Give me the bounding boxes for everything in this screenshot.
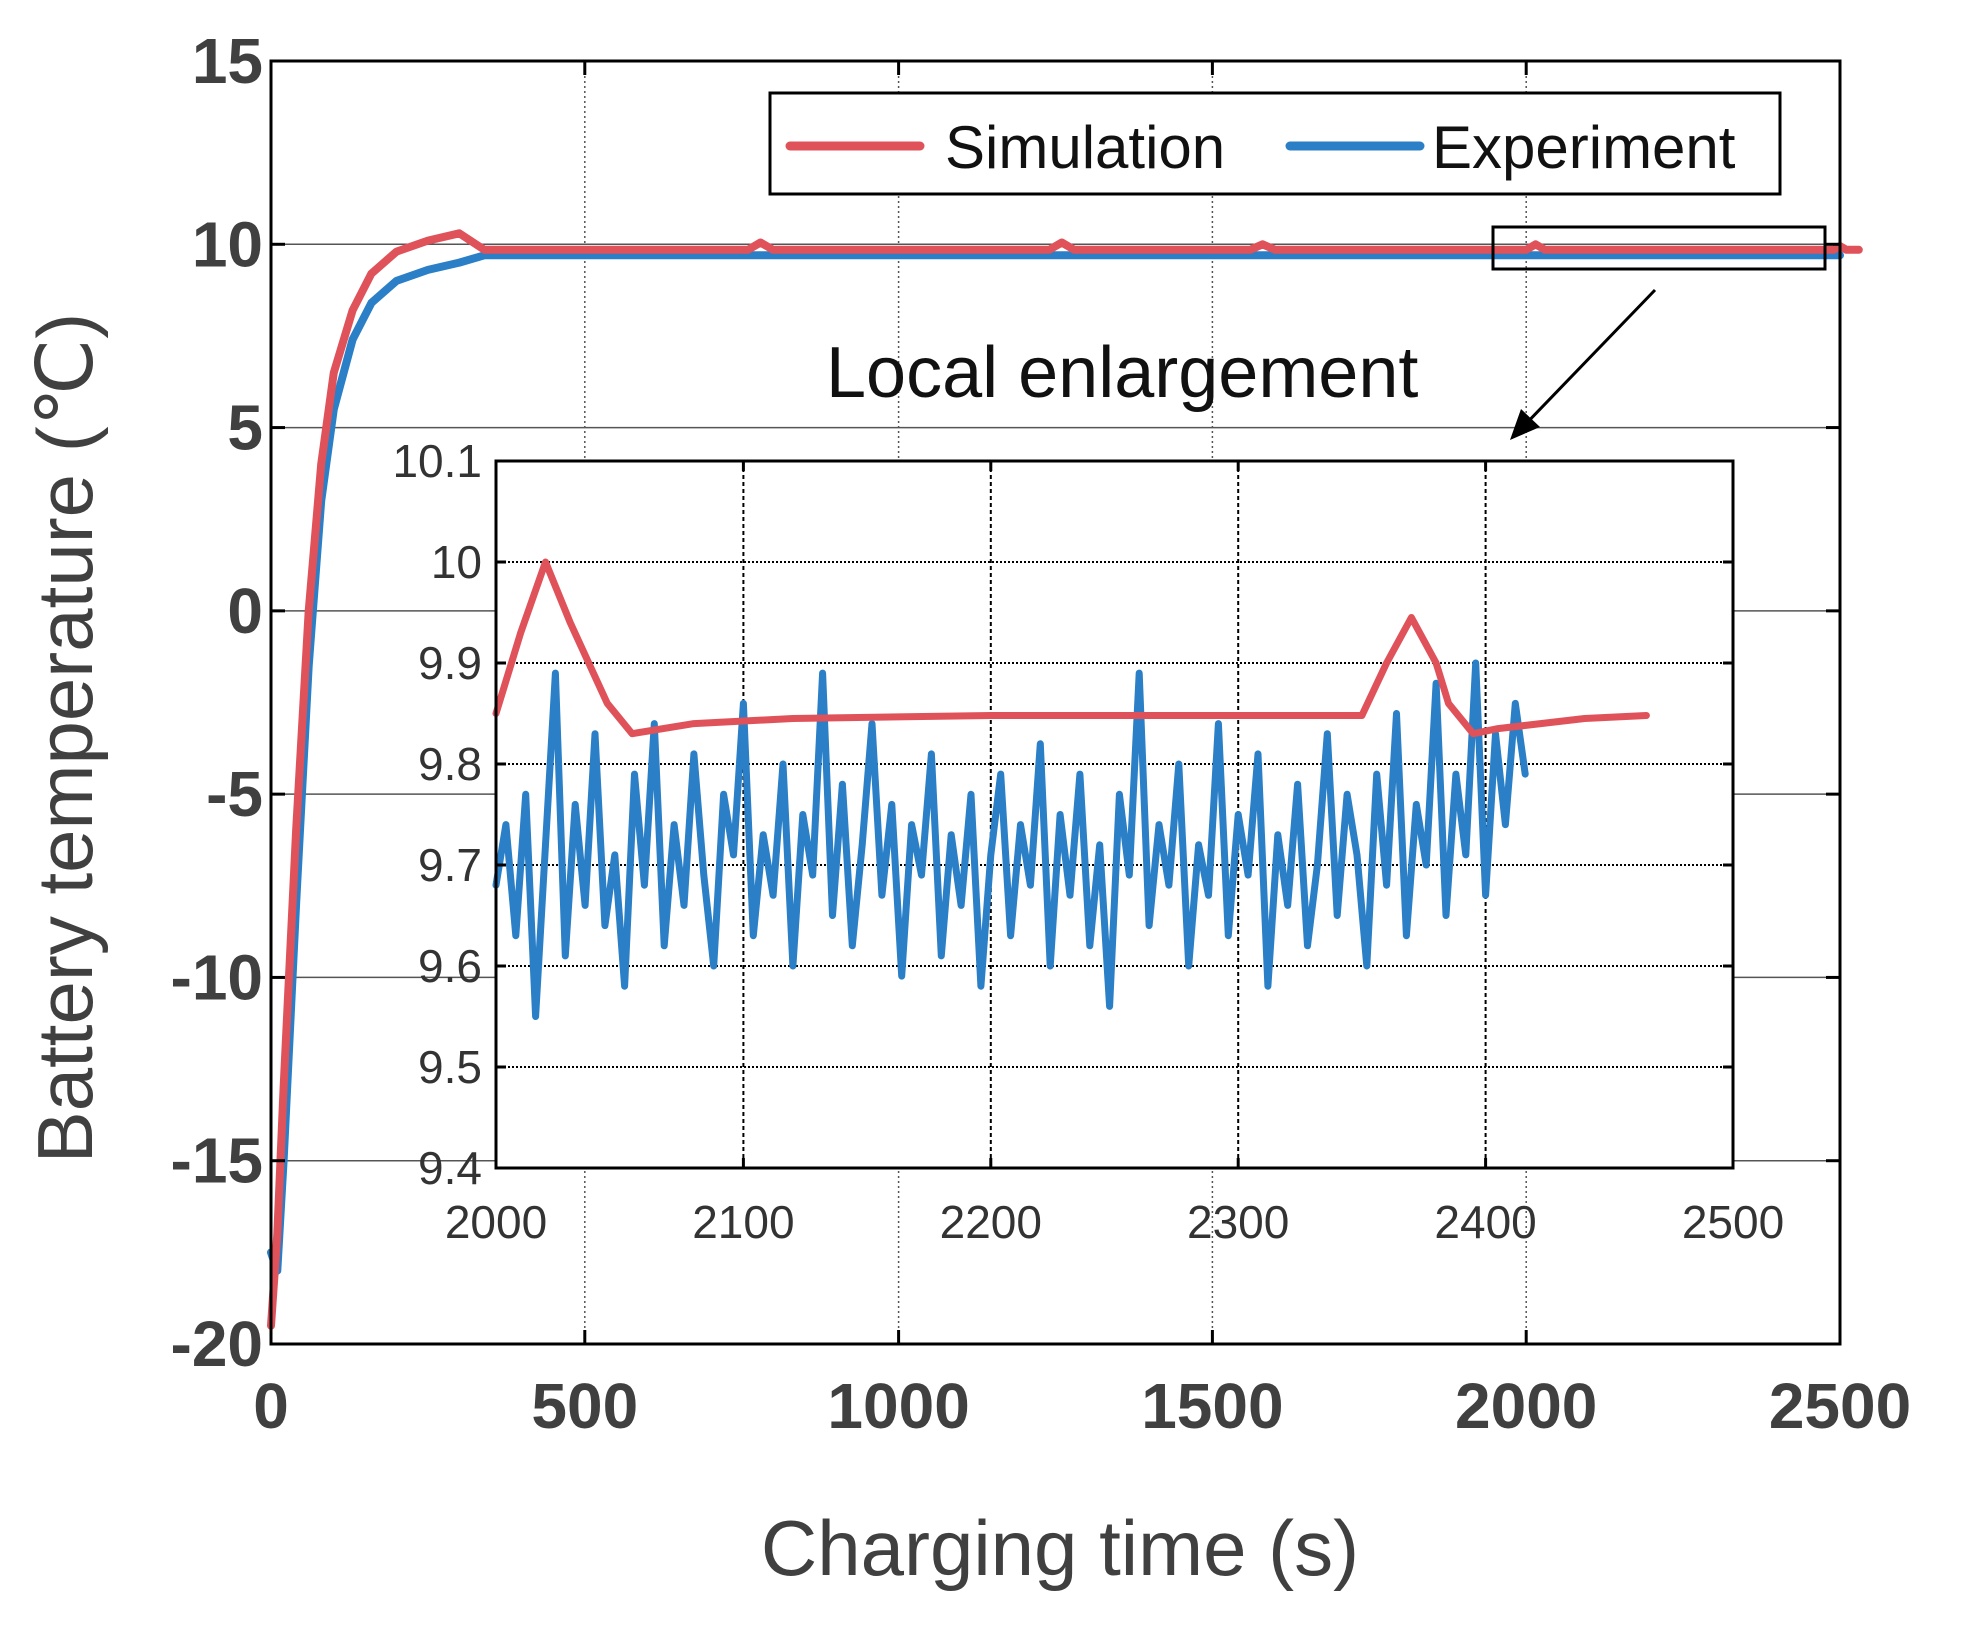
main-ticks [269, 59, 1842, 1346]
inset-background [496, 461, 1733, 1168]
main-y-tick-label: 5 [227, 392, 263, 464]
zoom-region-box [1491, 225, 1827, 271]
inset-y-tick-label: 9.4 [418, 1142, 482, 1194]
inset-y-tick-label: 10.1 [392, 435, 482, 487]
inset-chart: 2000 2100 2200 2300 2400 2500 9.4 9.5 9.6 9.7 9.8 9… [392, 435, 1784, 1248]
legend-label-simulation: Simulation [945, 114, 1225, 181]
inset-x-tick-label: 2100 [692, 1196, 794, 1248]
main-y-tick-label: 15 [192, 25, 263, 97]
annotation-local-enlargement: Local enlargement [826, 333, 1418, 413]
inset-plot-frame [494, 459, 1735, 1170]
inset-x-tick-label: 2200 [940, 1196, 1042, 1248]
main-x-tick-label: 1000 [827, 1370, 969, 1442]
main-y-tick-label: -5 [206, 758, 263, 830]
legend-label-experiment: Experiment [1432, 114, 1736, 181]
main-y-tick-label: -15 [171, 1125, 264, 1197]
main-tick-labels: 0 500 1000 1500 2000 2500 -20 -15 -10 -5 0 5 10 15 [171, 25, 1912, 1442]
zoom-arrow-line [1516, 288, 1657, 434]
inset-x-tick-label: 2300 [1187, 1196, 1289, 1248]
inset-x-tick-label: 2400 [1434, 1196, 1536, 1248]
inset-y-tick-label: 9.6 [418, 940, 482, 992]
main-series-layer [267, 229, 1863, 1330]
inset-y-tick-label: 10 [431, 536, 482, 588]
main-y-tick-label: -10 [171, 941, 264, 1013]
main-y-tick-label: -20 [171, 1308, 264, 1380]
inset-series-layer [492, 558, 1650, 1020]
main-x-tick-label: 0 [253, 1370, 289, 1442]
inset-ticks [494, 459, 1735, 1170]
main-x-tick-label: 2000 [1455, 1370, 1597, 1442]
main-y-tick-label: 0 [227, 575, 263, 647]
main-x-tick-label: 500 [531, 1370, 638, 1442]
legend: Simulation Experiment [768, 91, 1782, 196]
y-axis-label: Battery temperature (℃) [21, 313, 109, 1164]
main-y-tick-label: 10 [192, 208, 263, 280]
inset-y-tick-label: 9.8 [418, 738, 482, 790]
inset-y-tick-label: 9.7 [418, 839, 482, 891]
inset-x-tick-label: 2000 [445, 1196, 547, 1248]
inset-y-tick-label: 9.9 [418, 637, 482, 689]
inset-x-tick-label: 2500 [1682, 1196, 1784, 1248]
legend-box [768, 91, 1782, 196]
main-x-tick-label: 2500 [1769, 1370, 1911, 1442]
main-x-tick-label: 1500 [1141, 1370, 1283, 1442]
main-plot-frame [269, 59, 1842, 1346]
inset-series-experiment [492, 659, 1529, 1020]
x-axis-label: Charging time (s) [761, 1504, 1359, 1592]
zoom-arrow-head [1510, 409, 1540, 440]
main-series-simulation [267, 229, 1863, 1330]
inset-series-simulation [492, 558, 1650, 738]
inset-y-tick-label: 9.5 [418, 1041, 482, 1093]
inset-tick-labels: 2000 2100 2200 2300 2400 2500 9.4 9.5 9.6 9.7 9.8 9… [392, 435, 1784, 1248]
